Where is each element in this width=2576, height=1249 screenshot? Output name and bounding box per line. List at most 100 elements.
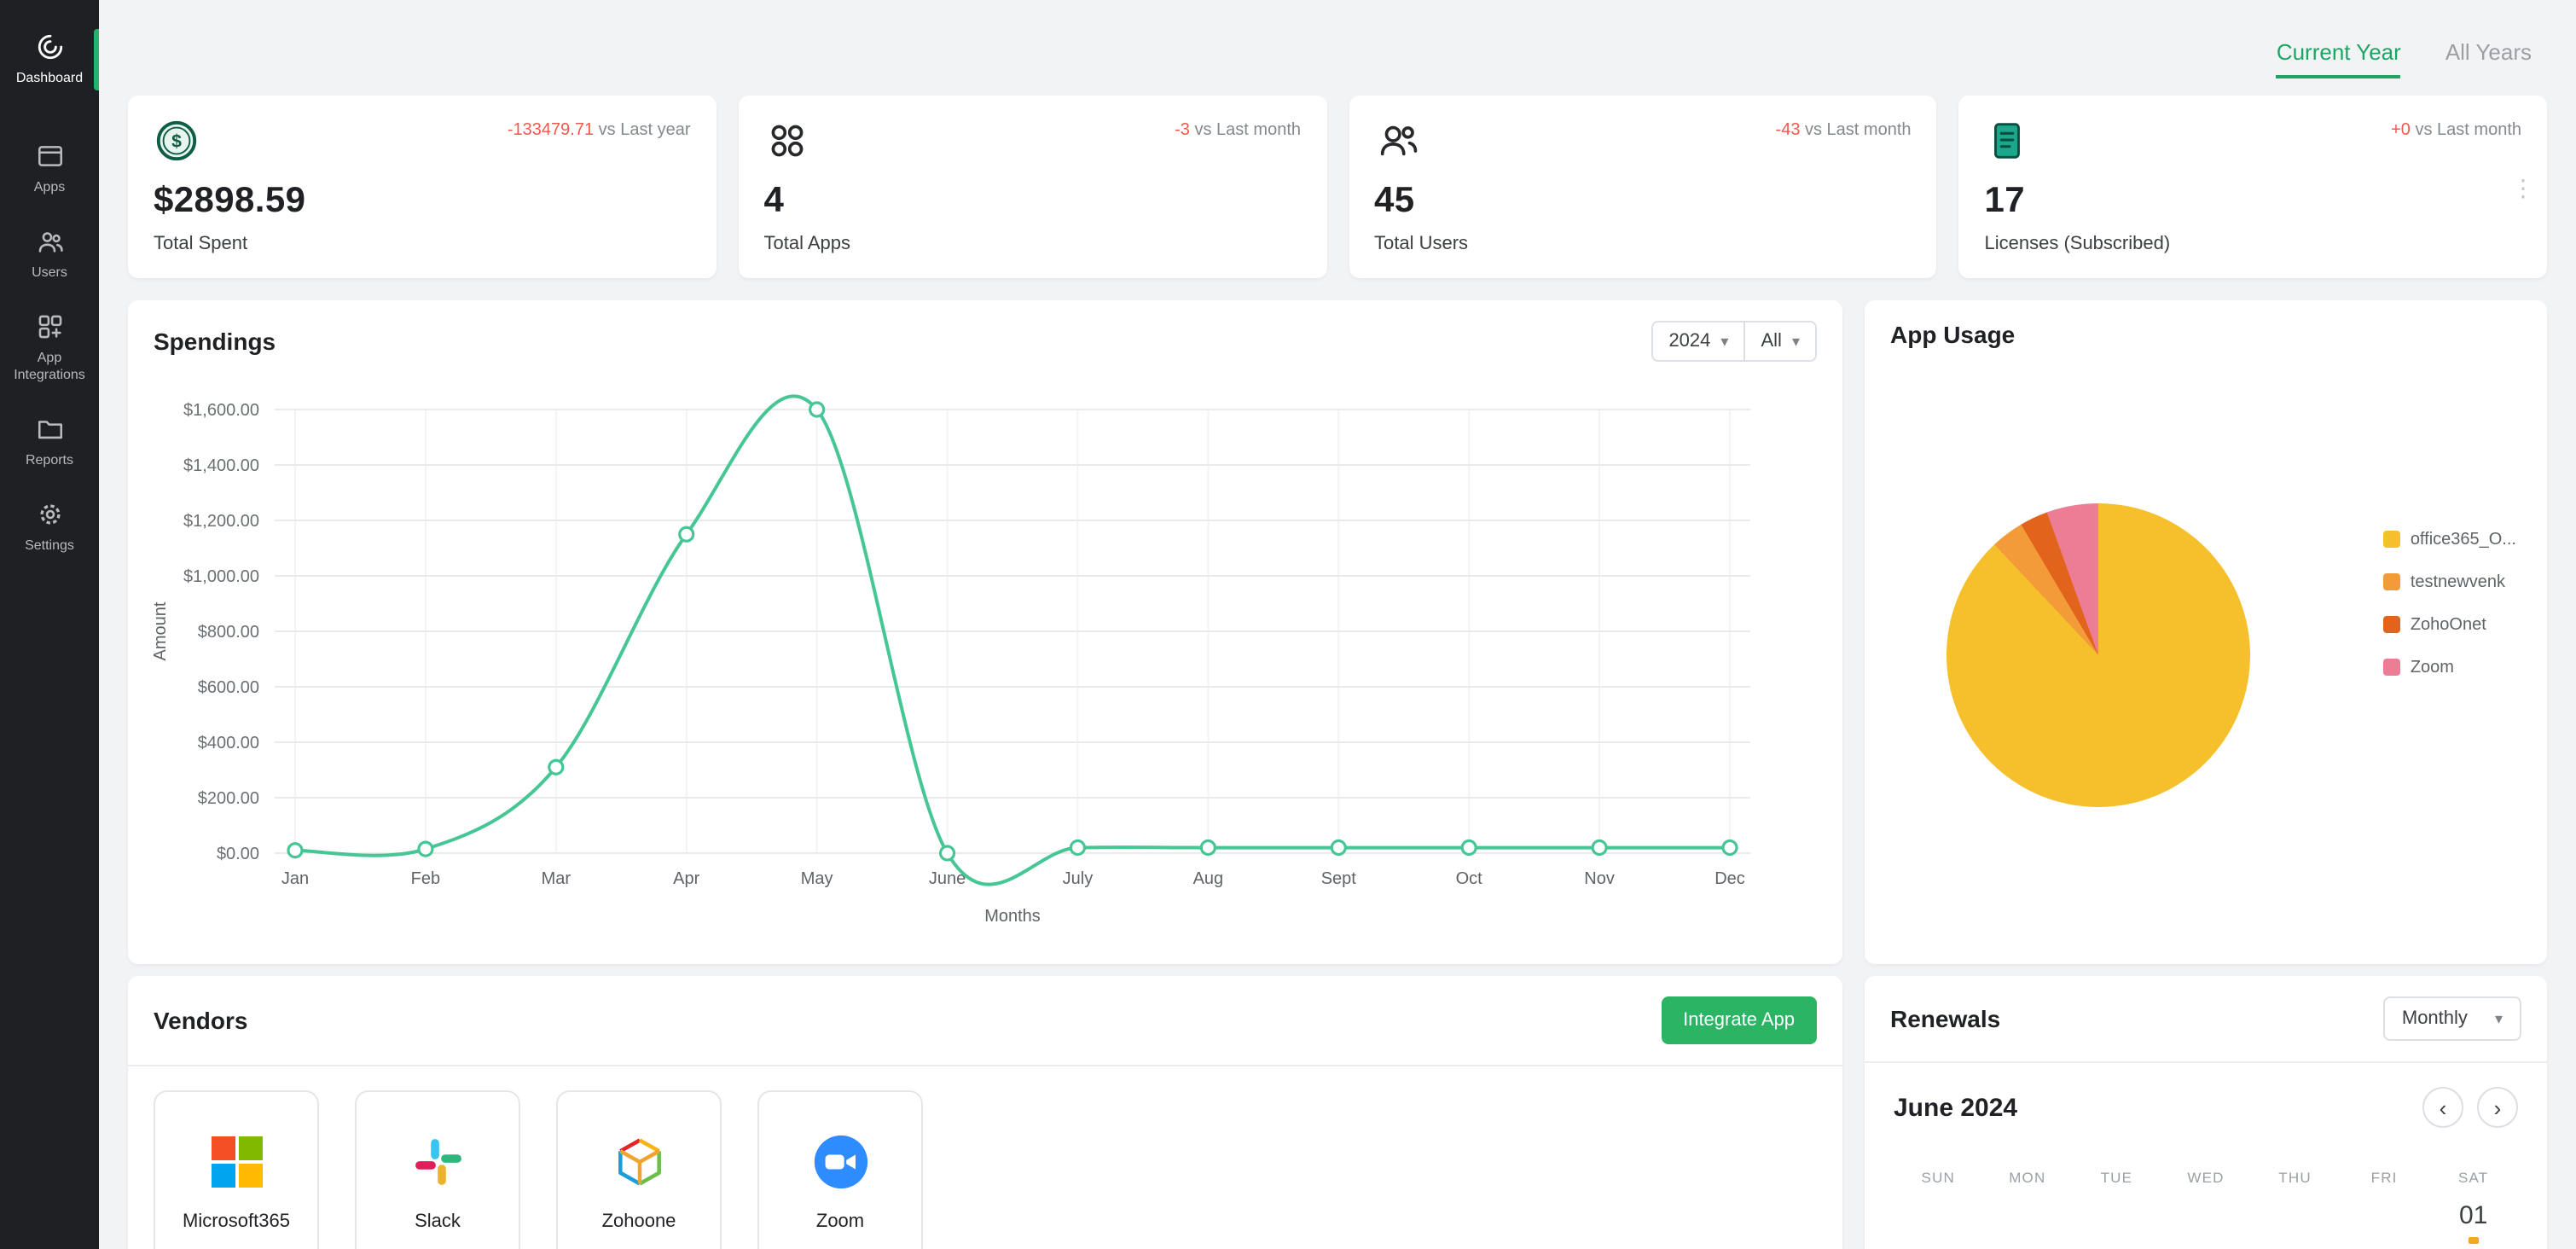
vendor-card-zohoone[interactable]: Zohoone [556, 1090, 722, 1249]
svg-text:$400.00: $400.00 [198, 734, 259, 752]
tab-all-years[interactable]: All Years [2445, 39, 2532, 65]
svg-text:July: July [1063, 869, 1094, 888]
user-group-icon [1374, 118, 1420, 164]
calendar: June 2024 SUN MON TUE WED THU [1865, 1063, 2547, 1249]
renewals-period-dropdown[interactable]: Monthly [2382, 996, 2521, 1041]
total-apps-value: 4 [763, 181, 785, 220]
vendors-title: Vendors [154, 1007, 248, 1034]
weekday-header: SUN MON TUE WED THU FRI SAT [1921, 1169, 2489, 1186]
app-integrations-icon [38, 315, 61, 339]
legend-item: ZohoOnet [2382, 615, 2516, 634]
integrate-app-button[interactable]: Integrate App [1661, 996, 1817, 1044]
tab-current-year[interactable]: Current Year [2276, 39, 2401, 78]
licenses-value: 17 [1984, 181, 2026, 220]
apps-icon [37, 146, 62, 166]
content: $ -133479.71 vs Last year $2898.59 Total… [99, 96, 2576, 1249]
year-tabs: Current Year All Years [99, 0, 2576, 96]
app-filter-dropdown[interactable]: All [1743, 322, 1815, 360]
svg-text:Mar: Mar [542, 869, 571, 888]
sidebar-item-dashboard[interactable]: Dashboard [0, 17, 99, 102]
chevron-down-icon [1720, 331, 1728, 351]
chevron-down-icon [1792, 331, 1800, 351]
licenses-label: Licenses (Subscribed) [1984, 234, 2171, 254]
svg-text:$1,400.00: $1,400.00 [183, 456, 259, 475]
more-options-icon[interactable] [2511, 175, 2535, 199]
apps-grid-icon [764, 118, 810, 164]
total-spent-label: Total Spent [154, 234, 248, 254]
sidebar-item-label: Settings [25, 537, 74, 553]
svg-text:Apr: Apr [673, 869, 699, 888]
stat-card-total-users: -43 vs Last month 45 Total Users [1349, 96, 1937, 278]
svg-text:Jan: Jan [281, 869, 309, 888]
stat-card-licenses: +0 vs Last month 17 Licenses (Subscribed… [1958, 96, 2547, 278]
vendor-card-slack[interactable]: Slack [355, 1090, 520, 1249]
app-usage-pie-chart[interactable] [1947, 503, 2250, 806]
legend-item: Zoom [2382, 658, 2516, 677]
vendor-card-zoom[interactable]: Zoom [757, 1090, 923, 1249]
sidebar-item-apps[interactable]: Apps [0, 126, 99, 212]
svg-text:May: May [801, 869, 833, 888]
users-icon [38, 232, 62, 253]
reports-icon [37, 421, 62, 439]
legend-swatch [2382, 531, 2400, 548]
legend-swatch [2382, 573, 2400, 590]
calendar-month-label: June 2024 [1894, 1093, 2018, 1122]
sidebar: Dashboard Apps Users App Integrations Re… [0, 0, 99, 1249]
app-usage-legend: office365_O... testnewvenk ZohoOnet Zoom [2382, 530, 2516, 677]
renewal-indicator-dot [2468, 1237, 2479, 1244]
stat-delta: -133479.71 vs Last year [507, 121, 691, 140]
sidebar-item-settings[interactable]: Settings [0, 485, 99, 570]
svg-text:Sept: Sept [1321, 869, 1357, 888]
stat-delta: -43 vs Last month [1775, 121, 1912, 140]
main-area: Current Year All Years $ -133479.71 vs L… [99, 0, 2576, 1249]
sidebar-item-label: Reports [25, 452, 73, 468]
stat-delta: -3 vs Last month [1175, 121, 1301, 140]
dashboard-icon [37, 34, 62, 60]
zoho-one-logo-icon [610, 1133, 668, 1191]
svg-text:Aug: Aug [1193, 869, 1224, 888]
legend-item: office365_O... [2382, 530, 2516, 549]
renewals-panel: Renewals Monthly June 2024 SUN [1865, 976, 2547, 1249]
svg-text:Nov: Nov [1584, 869, 1615, 888]
calendar-day-01[interactable]: 01 [2428, 1201, 2518, 1244]
bottom-row: Vendors Integrate App Microsoft365 [128, 976, 2547, 1249]
vendor-card-microsoft365[interactable]: Microsoft365 [154, 1090, 319, 1249]
svg-text:Oct: Oct [1456, 869, 1483, 888]
app-usage-title: App Usage [1890, 321, 2016, 348]
spendings-title: Spendings [154, 328, 276, 355]
sidebar-item-label: Apps [33, 179, 66, 195]
total-users-label: Total Users [1374, 234, 1469, 254]
middle-row: Spendings 2024 All $0.00 $200.00 $400.00 $6… [128, 300, 2547, 964]
svg-text:$0.00: $0.00 [217, 845, 259, 863]
svg-text:$200.00: $200.00 [198, 789, 259, 808]
sidebar-item-reports[interactable]: Reports [0, 399, 99, 485]
sidebar-item-app-integrations[interactable]: App Integrations [0, 297, 99, 399]
vendors-panel: Vendors Integrate App Microsoft365 [128, 976, 1842, 1249]
stat-delta: +0 vs Last month [2391, 121, 2521, 140]
dollar-coin-icon: $ [154, 118, 200, 164]
spendings-panel: Spendings 2024 All $0.00 $200.00 $400.00 $6… [128, 300, 1842, 964]
svg-text:June: June [929, 869, 966, 888]
svg-text:$800.00: $800.00 [198, 623, 259, 642]
year-filter-dropdown[interactable]: 2024 [1653, 322, 1744, 360]
calendar-next-button[interactable] [2477, 1087, 2518, 1128]
calendar-days: 01 [1894, 1201, 2518, 1244]
spendings-filters: 2024 All [1651, 321, 1817, 362]
total-spent-value: $2898.59 [154, 181, 306, 220]
stats-row: $ -133479.71 vs Last year $2898.59 Total… [128, 96, 2547, 278]
svg-text:$600.00: $600.00 [198, 678, 259, 697]
slack-logo-icon [409, 1133, 467, 1191]
chevron-down-icon [2495, 1008, 2503, 1029]
legend-swatch [2382, 659, 2400, 676]
svg-text:Feb: Feb [411, 869, 440, 888]
sidebar-item-users[interactable]: Users [0, 212, 99, 297]
vendor-list: Microsoft365 Slack Zohoo [128, 1066, 1842, 1249]
settings-icon [39, 504, 60, 525]
legend-item: testnewvenk [2382, 572, 2516, 591]
svg-text:$1,000.00: $1,000.00 [183, 567, 259, 586]
total-users-value: 45 [1374, 181, 1415, 220]
svg-text:Amount: Amount [151, 601, 170, 660]
renewals-title: Renewals [1890, 1005, 2001, 1032]
calendar-prev-button[interactable] [2422, 1087, 2463, 1128]
